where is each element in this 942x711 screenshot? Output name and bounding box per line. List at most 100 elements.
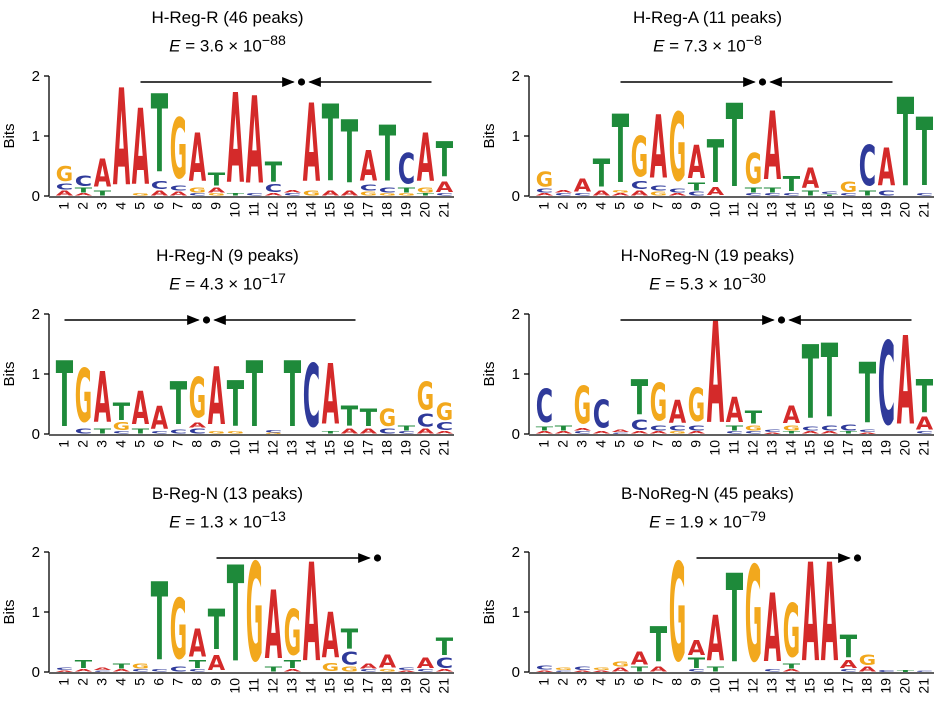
logo-letter-g: G [322, 662, 339, 674]
logo-letter-a: A [878, 139, 895, 199]
y-tick-label: 0 [32, 664, 40, 681]
y-tick-label: 1 [32, 366, 40, 383]
logo-letter-a: A [536, 670, 554, 672]
logo-letter-t: T [284, 343, 301, 448]
logo-letter-g: G [612, 660, 629, 668]
position-label: 13 [284, 678, 300, 694]
position-label: 21 [916, 678, 932, 694]
position-label: 18 [859, 678, 875, 694]
logo-letter-g: G [360, 191, 377, 197]
logo-letter-a: A [360, 142, 377, 191]
logo-letter-c: C [379, 427, 396, 435]
evalue-mantissa: = 1.3 × 10 [180, 512, 262, 532]
logo-letter-a: A [764, 576, 782, 685]
logo-letter-t: T [56, 343, 73, 448]
position-label: 2 [75, 678, 91, 686]
position-label: 4 [593, 678, 609, 686]
position-label: 2 [75, 440, 91, 448]
logo-letter-t: T [341, 401, 359, 433]
logo-letter-c: C [151, 430, 168, 434]
logo-letter-a: A [360, 662, 378, 670]
position-label: 12 [265, 440, 281, 456]
position-label: 17 [360, 678, 376, 694]
logo-letter-c: C [189, 668, 206, 672]
position-label: 8 [669, 678, 685, 686]
logo-letter-c: C [132, 668, 149, 672]
position-label: 14 [303, 202, 319, 218]
logo-letter-c: C [650, 185, 667, 193]
position-label: 10 [227, 202, 243, 218]
position-label: 15 [322, 440, 338, 456]
position-label: 14 [303, 678, 319, 694]
logo-letter-a: A [284, 668, 302, 672]
logo-letter-c: C [669, 188, 686, 194]
logo-letter-a: A [417, 120, 434, 198]
logo-letter-a: A [170, 190, 188, 196]
logo-letter-t: T [764, 186, 782, 194]
y-axis-label: Bits [481, 599, 498, 624]
y-tick-label: 2 [512, 68, 520, 85]
logo-letter-a: A [802, 162, 820, 194]
evalue-exponent: −79 [741, 509, 766, 525]
panel-evalue: E = 4.3 × 10−17 [0, 269, 455, 295]
logo-letter-a: A [113, 60, 130, 216]
logo-letter-t: T [436, 133, 454, 189]
y-tick-label: 2 [32, 306, 40, 323]
y-axis-label: Bits [1, 599, 18, 624]
logo-letter-a: A [303, 82, 320, 207]
position-label: 6 [631, 678, 647, 686]
logo-letter-a: A [113, 668, 131, 672]
logo-letter-t: T [436, 632, 453, 660]
position-label: 21 [436, 440, 452, 456]
position-label: 4 [113, 678, 129, 686]
logo-letter-c: C [650, 424, 667, 432]
logo-letter-g: G [536, 168, 553, 192]
position-label: 9 [208, 440, 224, 448]
logo-letter-t: T [265, 157, 283, 189]
logo-letter-a: A [802, 430, 820, 434]
logo-letter-c: C [764, 192, 781, 196]
logo-letter-a: A [75, 192, 93, 196]
evalue-mantissa: = 4.3 × 10 [180, 274, 262, 294]
position-label: 8 [669, 202, 685, 210]
logo-letter-c: C [436, 421, 453, 433]
motif-center-dot [853, 554, 862, 562]
position-label: 21 [436, 678, 452, 694]
logo-letter-g: G [593, 667, 610, 671]
logo-letter-a: A [707, 603, 725, 676]
position-label: 6 [151, 202, 167, 210]
position-label: 8 [189, 440, 205, 448]
position-label: 2 [555, 440, 571, 448]
logo-letter-g: G [745, 144, 762, 193]
y-tick-label: 2 [512, 306, 520, 323]
logo-letter-g: G [783, 424, 800, 432]
position-label: 18 [859, 440, 875, 456]
logo-letter-g: G [379, 193, 396, 197]
position-label: 6 [151, 678, 167, 686]
position-label: 20 [417, 202, 433, 218]
logo-letter-c: C [916, 670, 933, 672]
logo-letter-c: C [170, 665, 187, 673]
position-label: 3 [574, 678, 590, 686]
logo-letter-t: T [916, 370, 933, 423]
logo-letter-c: C [574, 666, 591, 671]
logo-letter-t: T [897, 669, 915, 672]
logo-letter-a: A [840, 659, 858, 671]
y-tick-label: 1 [32, 128, 40, 145]
logo-letter-t: T [132, 427, 150, 435]
logo-letter-c: C [56, 667, 73, 671]
logo-letter-a: A [688, 637, 706, 661]
position-label: 1 [56, 678, 72, 686]
position-label: 4 [593, 202, 609, 210]
logo-letter-t: T [170, 370, 187, 439]
evalue-exponent: −8 [745, 33, 762, 49]
logo-letter-g: G [688, 380, 705, 432]
logo-letter-g: G [859, 652, 876, 668]
panel-evalue: E = 1.3 × 10−13 [0, 507, 455, 533]
logo-letter-c: C [536, 665, 553, 671]
motif-panel-b-noreg-n: B-NoReg-N (45 peaks) E = 1.9 × 10−79 Bit… [480, 476, 935, 711]
logo-letter-c: C [536, 188, 553, 194]
position-label: 9 [208, 678, 224, 686]
evalue-symbol: E [169, 36, 181, 56]
logo-letter-c: C [802, 426, 819, 432]
